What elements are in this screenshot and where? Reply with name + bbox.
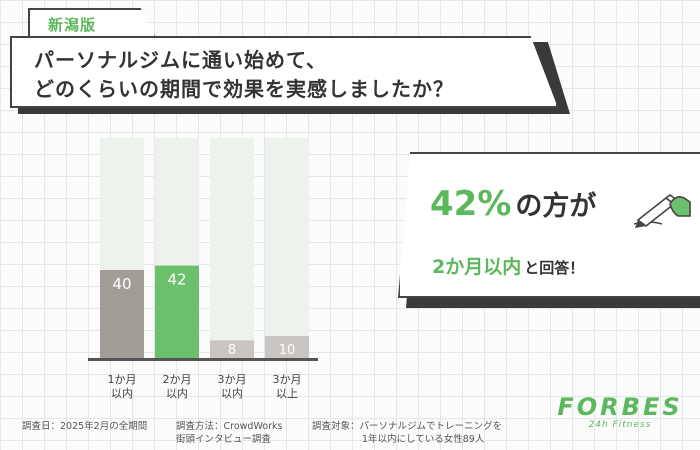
brand-logo-sub: 24h Fitness — [588, 420, 652, 430]
headline-percent: 42% — [430, 184, 512, 224]
region-tag: 新潟版 — [28, 8, 156, 38]
data-label-4: 10 — [279, 343, 296, 358]
title-line-2: どのくらいの期間で効果を実感しましたか？ — [34, 77, 454, 101]
category-label-2-2: 以内 — [166, 386, 188, 400]
data-label-3: 8 — [228, 343, 236, 358]
survey-target: 調査対象：パーソナルジムでトレーニングを 1年以内にしている女性89人 — [312, 420, 502, 446]
subheadline: 2か月以内 と回答！ — [432, 252, 584, 279]
survey-method-line-1: 調査方法：CrowdWorks — [176, 421, 283, 432]
headline-text: の方が — [515, 191, 597, 222]
bar-track-3 — [210, 138, 254, 358]
data-label-2: 42 — [167, 271, 186, 289]
survey-target-line-2: 1年以内にしている女性89人 — [362, 434, 485, 445]
data-label-1: 40 — [112, 275, 131, 293]
category-label-2-1: 2か月 — [163, 373, 192, 386]
category-label-3-2: 以内 — [221, 386, 243, 400]
survey-date: 調査日：2025年2月の全期間 — [22, 421, 148, 432]
category-label-1-1: 1か月 — [108, 373, 137, 386]
category-label-4-1: 3か月 — [273, 373, 302, 386]
category-label-4-2: 以上 — [276, 387, 298, 400]
bar-2 — [155, 265, 199, 358]
bar-track-4 — [265, 138, 309, 358]
survey-method-line-2: 街頭インタビュー調査 — [176, 434, 272, 445]
bar-4 — [265, 336, 309, 358]
bar-1 — [100, 270, 144, 358]
survey-method: 調査方法：CrowdWorks 街頭インタビュー調査 — [176, 420, 282, 446]
brand-logo-main: FORBES — [557, 393, 683, 421]
brand-logo: FORBES 24h Fitness — [552, 394, 688, 431]
title-line-1: パーソナルジムに通い始めて、 — [34, 48, 327, 72]
baseline — [88, 358, 318, 361]
category-label-1-2: 以内 — [111, 386, 133, 400]
result-callout — [398, 152, 700, 298]
subheadline-period: 2か月以内 — [432, 256, 522, 278]
subheadline-text: と回答！ — [524, 259, 585, 277]
question-title: パーソナルジムに通い始めて、 どのくらいの期間で効果を実感しましたか？ — [10, 36, 558, 108]
headline: 42% の方が — [430, 184, 596, 224]
bar-3 — [210, 340, 254, 358]
category-label-3-1: 3か月 — [218, 373, 247, 386]
survey-target-line-1: 調査対象：パーソナルジムでトレーニングを — [312, 421, 503, 432]
pen-writing-icon — [633, 194, 691, 228]
